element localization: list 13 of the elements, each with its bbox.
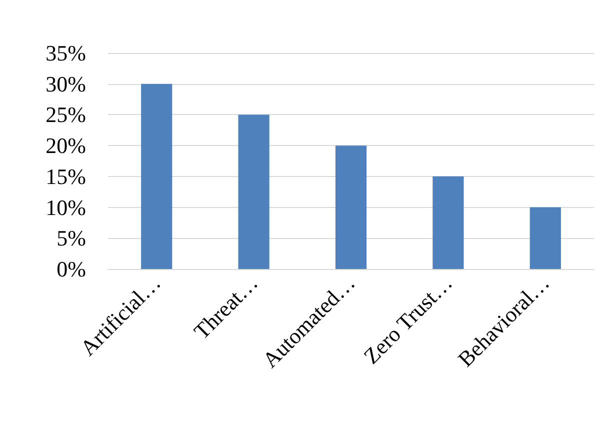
bar [335, 146, 367, 269]
y-tick-label: 30% [46, 71, 86, 96]
y-tick-label: 20% [46, 133, 86, 158]
y-tick-label: 5% [56, 226, 86, 251]
y-tick-label: 15% [46, 164, 86, 189]
bar [141, 84, 172, 269]
y-tick-label: 0% [56, 256, 86, 282]
y-tick-label: 25% [46, 102, 86, 128]
y-tick-label: 10% [46, 194, 86, 220]
bar [238, 114, 270, 269]
bar [432, 176, 464, 269]
y-tick-label: 35% [46, 40, 86, 66]
bar [530, 207, 561, 269]
